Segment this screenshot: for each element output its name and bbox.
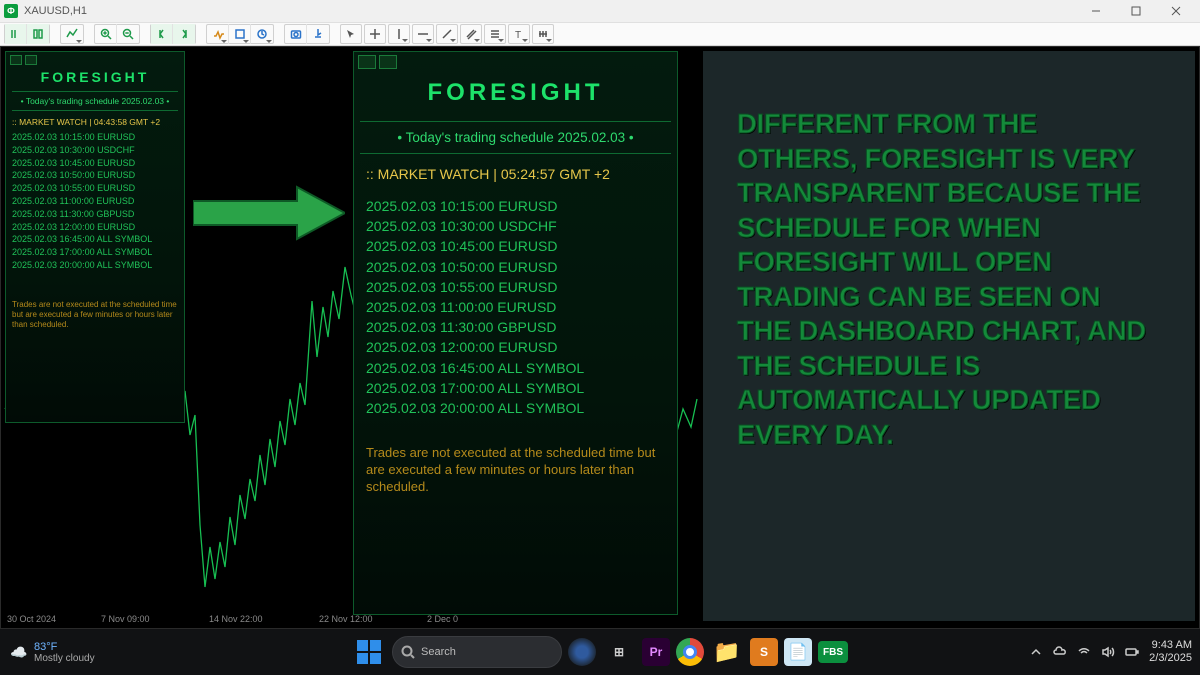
market-watch-label: :: MARKET WATCH | 05:24:57 GMT +2 xyxy=(354,156,677,196)
step-left-button[interactable] xyxy=(151,24,173,44)
volume-icon[interactable] xyxy=(1101,645,1115,659)
schedule-subtitle: • Today's trading schedule 2025.02.03 • xyxy=(6,94,184,108)
maximize-button[interactable] xyxy=(1116,0,1156,22)
minimize-button[interactable] xyxy=(1076,0,1116,22)
promo-text: DIFFERENT FROM THE OTHERS, FORESIGHT IS … xyxy=(737,107,1161,452)
foresight-panel-big[interactable]: FORESIGHT • Today's trading schedule 202… xyxy=(353,51,678,615)
panel-brand: FORESIGHT xyxy=(354,79,677,107)
schedule-footnote: Trades are not executed at the scheduled… xyxy=(6,300,184,330)
zoom-in-button[interactable] xyxy=(95,24,117,44)
taskbar-search[interactable]: Search xyxy=(392,636,562,668)
sublime-icon[interactable]: S xyxy=(750,638,778,666)
app-logo-icon: Ф xyxy=(4,4,18,18)
windows-taskbar: ☁️ 83°F Mostly cloudy Search ⊞ Pr 📁 S 📄 … xyxy=(0,629,1200,675)
explorer-icon[interactable]: 📁 xyxy=(710,635,744,669)
panel-icon[interactable] xyxy=(358,55,376,69)
weather-icon: ☁️ xyxy=(10,643,28,661)
panel-brand: FORESIGHT xyxy=(6,69,184,85)
foresight-panel-small[interactable]: FORESIGHT • Today's trading schedule 202… xyxy=(5,51,185,423)
taskview-icon[interactable]: ⊞ xyxy=(602,635,636,669)
step-right-button[interactable] xyxy=(173,24,195,44)
trendline-tool[interactable] xyxy=(436,24,458,44)
taskbar-clock[interactable]: 9:43 AM 2/3/2025 xyxy=(1149,639,1192,665)
wifi-icon[interactable] xyxy=(1077,645,1091,659)
search-placeholder: Search xyxy=(421,646,456,658)
promo-panel: DIFFERENT FROM THE OTHERS, FORESIGHT IS … xyxy=(703,51,1195,621)
panel-icon[interactable] xyxy=(10,55,22,65)
chart-area[interactable]: 30 Oct 2024 7 Nov 09:00 14 Nov 22:00 22 … xyxy=(0,46,1200,629)
templates-button[interactable] xyxy=(229,24,251,44)
window-titlebar: Ф XAUUSD,H1 xyxy=(0,0,1200,22)
window-title: XAUUSD,H1 xyxy=(24,5,87,17)
market-watch-label: :: MARKET WATCH | 04:43:58 GMT +2 xyxy=(6,113,184,131)
notepad-icon[interactable]: 📄 xyxy=(784,638,812,666)
hline-tool[interactable] xyxy=(412,24,434,44)
fbs-icon[interactable]: FBS xyxy=(818,641,848,663)
chevron-up-icon[interactable] xyxy=(1029,645,1043,659)
panel-icon[interactable] xyxy=(379,55,397,69)
schedule-subtitle: • Today's trading schedule 2025.02.03 • xyxy=(354,124,677,151)
fibo-tool[interactable] xyxy=(484,24,506,44)
channel-tool[interactable] xyxy=(460,24,482,44)
main-toolbar: T xyxy=(0,22,1200,46)
timeframes-button[interactable] xyxy=(251,24,273,44)
autoscroll-button[interactable] xyxy=(5,24,27,44)
svg-text:T: T xyxy=(515,30,521,40)
indicators-button[interactable] xyxy=(207,24,229,44)
chrome-icon[interactable] xyxy=(676,638,704,666)
text-tool[interactable]: T xyxy=(508,24,530,44)
cursor-tool[interactable] xyxy=(340,24,362,44)
system-tray: 9:43 AM 2/3/2025 xyxy=(1029,639,1192,665)
screenshot-button[interactable] xyxy=(285,24,307,44)
battery-icon[interactable] xyxy=(1125,645,1139,659)
copilot-icon[interactable] xyxy=(568,638,596,666)
chart-type-button[interactable] xyxy=(61,24,83,44)
premiere-icon[interactable]: Pr xyxy=(642,638,670,666)
search-icon xyxy=(401,645,415,659)
weather-widget[interactable]: ☁️ 83°F Mostly cloudy xyxy=(0,641,105,664)
weather-temp: 83°F xyxy=(34,641,95,653)
shift-chart-button[interactable] xyxy=(27,24,49,44)
arrow-icon xyxy=(193,185,345,241)
zoom-out-button[interactable] xyxy=(117,24,139,44)
schedule-list-small: 2025.02.03 10:15:00 EURUSD 2025.02.03 10… xyxy=(6,131,184,272)
crosshair-tool[interactable] xyxy=(364,24,386,44)
weather-desc: Mostly cloudy xyxy=(34,653,95,664)
onedrive-icon[interactable] xyxy=(1053,645,1067,659)
oneclick-button[interactable] xyxy=(307,24,329,44)
schedule-footnote: Trades are not executed at the scheduled… xyxy=(354,444,677,495)
panel-icon[interactable] xyxy=(25,55,37,65)
close-button[interactable] xyxy=(1156,0,1196,22)
schedule-list-big: 2025.02.03 10:15:00 EURUSD 2025.02.03 10… xyxy=(354,196,677,418)
objects-tool[interactable] xyxy=(532,24,554,44)
vline-tool[interactable] xyxy=(388,24,410,44)
start-button[interactable] xyxy=(352,635,386,669)
